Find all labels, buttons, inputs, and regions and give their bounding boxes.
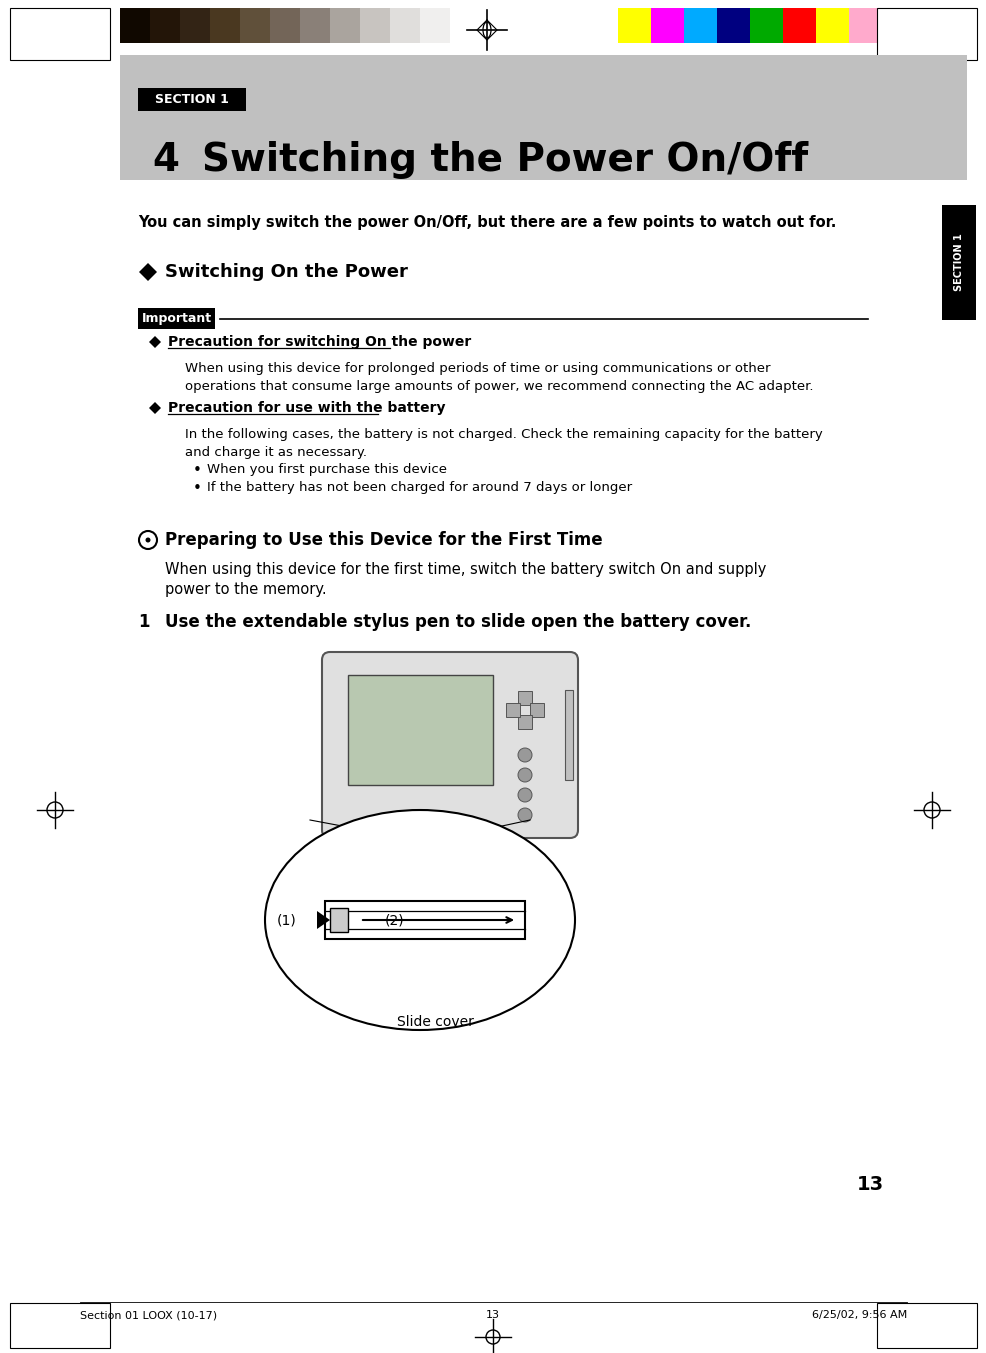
Text: Switching On the Power: Switching On the Power xyxy=(165,262,407,281)
Text: When using this device for prolonged periods of time or using communications or : When using this device for prolonged per… xyxy=(184,363,770,375)
Bar xyxy=(240,8,270,43)
Text: When using this device for the first time, switch the battery switch On and supp: When using this device for the first tim… xyxy=(165,561,765,576)
Bar xyxy=(348,675,492,785)
Text: In the following cases, the battery is not charged. Check the remaining capacity: In the following cases, the battery is n… xyxy=(184,428,822,441)
Bar xyxy=(877,1303,976,1348)
Text: Use the extendable stylus pen to slide open the battery cover.: Use the extendable stylus pen to slide o… xyxy=(165,613,750,630)
Bar xyxy=(10,1303,109,1348)
Text: Switching the Power On/Off: Switching the Power On/Off xyxy=(202,141,808,179)
Text: (1): (1) xyxy=(277,913,297,927)
Text: Section 01 LOOX (10-17): Section 01 LOOX (10-17) xyxy=(80,1310,217,1321)
Bar xyxy=(941,206,975,321)
Text: Important: Important xyxy=(141,313,211,325)
Bar xyxy=(877,8,976,60)
Text: If the battery has not been charged for around 7 days or longer: If the battery has not been charged for … xyxy=(207,482,631,494)
Bar xyxy=(848,8,881,43)
Bar xyxy=(360,8,389,43)
Bar xyxy=(120,8,150,43)
Polygon shape xyxy=(149,402,161,414)
Text: Preparing to Use this Device for the First Time: Preparing to Use this Device for the Fir… xyxy=(165,530,602,549)
Text: Slide cover: Slide cover xyxy=(396,1015,473,1030)
Polygon shape xyxy=(139,262,157,281)
FancyBboxPatch shape xyxy=(321,652,578,838)
Bar xyxy=(389,8,420,43)
Bar xyxy=(529,704,543,717)
Bar xyxy=(270,8,300,43)
Bar xyxy=(716,8,749,43)
Polygon shape xyxy=(149,336,161,348)
Text: •: • xyxy=(193,463,202,478)
Bar xyxy=(138,88,246,111)
Bar xyxy=(150,8,179,43)
Text: 6/25/02, 9:56 AM: 6/25/02, 9:56 AM xyxy=(810,1310,906,1321)
Circle shape xyxy=(518,748,531,762)
Text: 13: 13 xyxy=(485,1310,500,1321)
Bar xyxy=(329,908,348,932)
Bar xyxy=(815,8,848,43)
Bar xyxy=(782,8,815,43)
Bar xyxy=(179,8,210,43)
Text: 13: 13 xyxy=(856,1176,882,1195)
Circle shape xyxy=(518,808,531,823)
Text: power to the memory.: power to the memory. xyxy=(165,582,326,597)
Bar xyxy=(617,8,651,43)
Bar xyxy=(683,8,716,43)
Text: operations that consume large amounts of power, we recommend connecting the AC a: operations that consume large amounts of… xyxy=(184,380,812,392)
Text: (2): (2) xyxy=(385,913,404,927)
Bar xyxy=(324,901,525,939)
Text: You can simply switch the power On/Off, but there are a few points to watch out : You can simply switch the power On/Off, … xyxy=(138,215,835,230)
Bar xyxy=(10,8,109,60)
Text: SECTION 1: SECTION 1 xyxy=(155,93,229,106)
Bar xyxy=(329,8,360,43)
Bar xyxy=(420,8,450,43)
Bar xyxy=(881,8,914,43)
Text: Precaution for switching On the power: Precaution for switching On the power xyxy=(168,336,470,349)
Bar xyxy=(518,714,531,729)
Bar xyxy=(651,8,683,43)
Text: 1: 1 xyxy=(138,613,149,630)
Bar xyxy=(518,691,531,705)
Bar xyxy=(210,8,240,43)
Bar xyxy=(564,690,573,779)
Bar xyxy=(300,8,329,43)
Bar xyxy=(749,8,782,43)
Bar xyxy=(138,308,215,329)
Text: Precaution for use with the battery: Precaution for use with the battery xyxy=(168,400,445,415)
Circle shape xyxy=(518,787,531,802)
Circle shape xyxy=(145,537,150,543)
Text: and charge it as necessary.: and charge it as necessary. xyxy=(184,446,367,459)
Circle shape xyxy=(518,769,531,782)
Text: •: • xyxy=(193,482,202,497)
Ellipse shape xyxy=(264,810,575,1030)
Text: When you first purchase this device: When you first purchase this device xyxy=(207,463,447,476)
Bar xyxy=(120,55,966,180)
Bar xyxy=(450,8,479,43)
Text: 4: 4 xyxy=(152,141,178,179)
Polygon shape xyxy=(317,911,329,930)
Text: SECTION 1: SECTION 1 xyxy=(953,234,963,291)
Bar xyxy=(506,704,520,717)
